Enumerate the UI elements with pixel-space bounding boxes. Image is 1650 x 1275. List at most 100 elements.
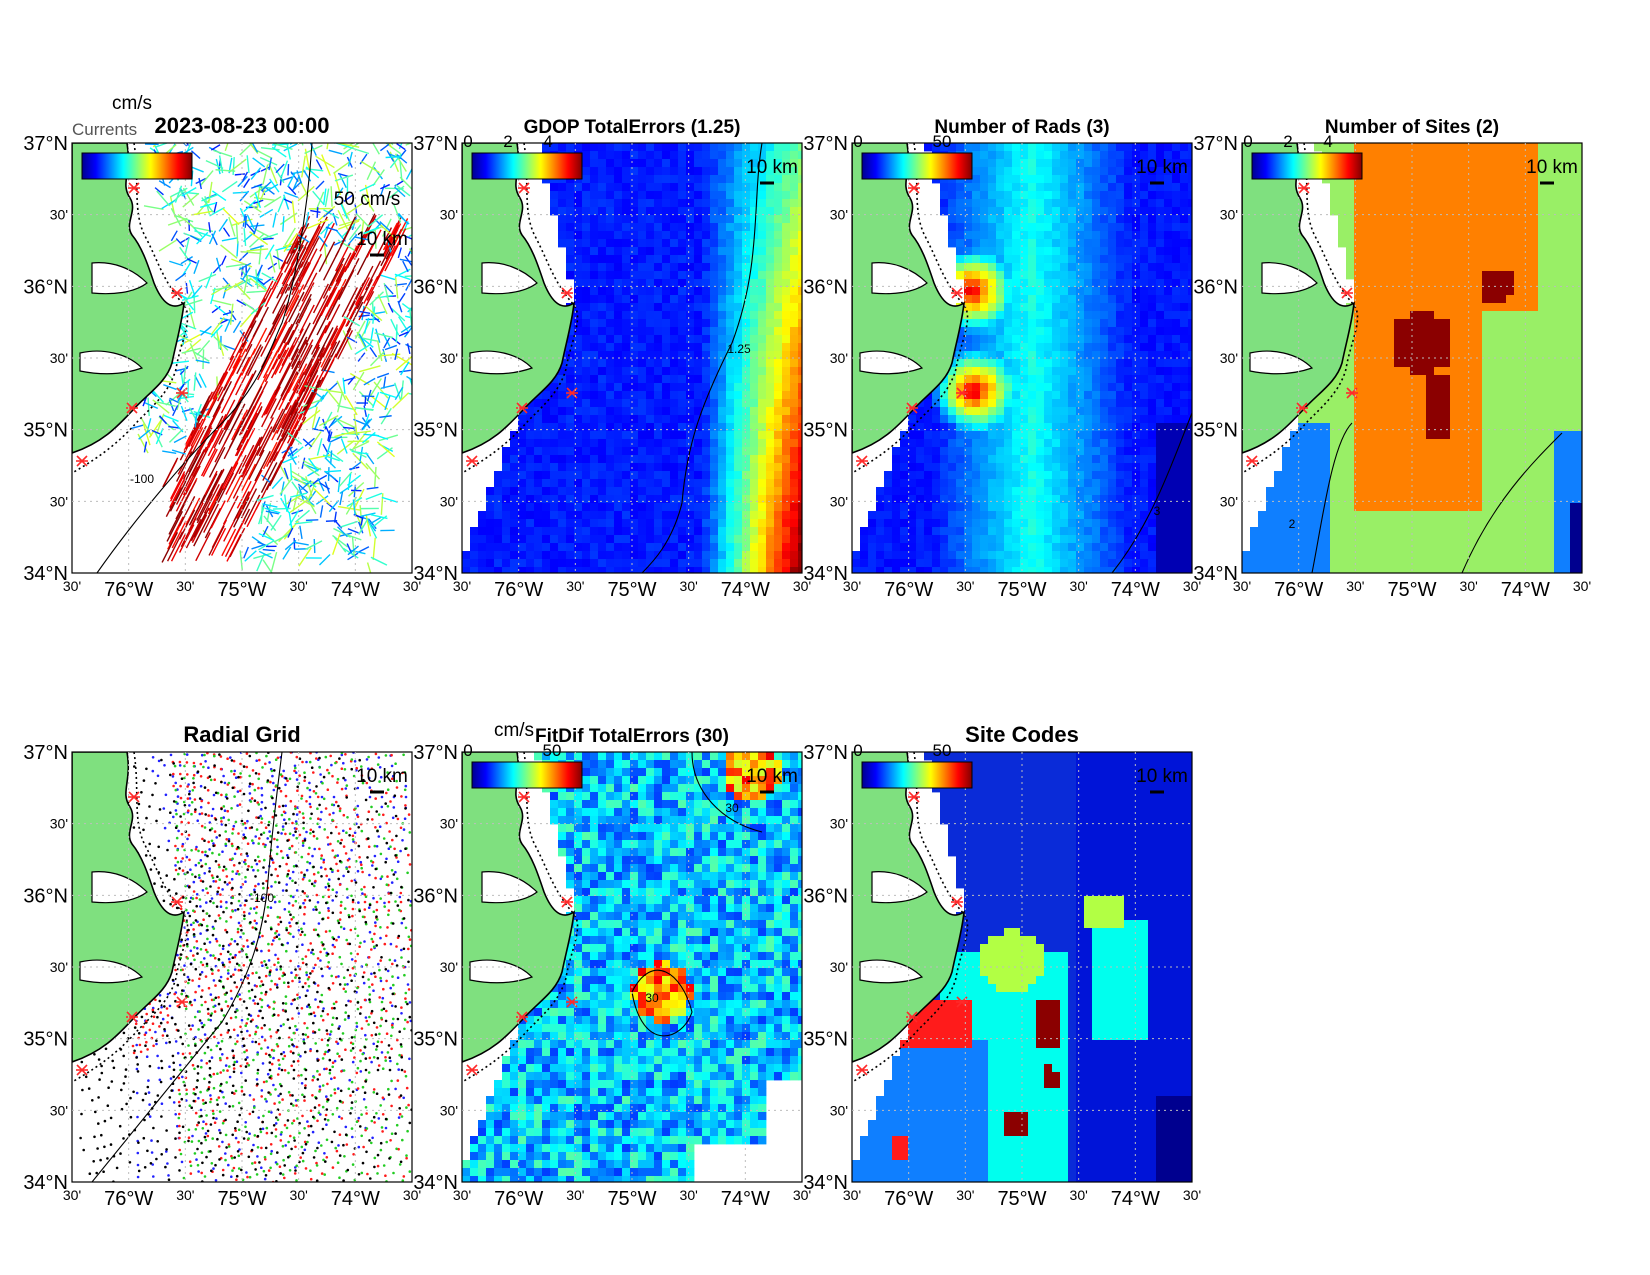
current-vector (243, 274, 249, 296)
data-cell (622, 271, 631, 280)
current-vector (387, 302, 394, 313)
data-cell (996, 503, 1005, 512)
data-cell (750, 375, 759, 384)
current-vector (238, 373, 254, 402)
data-cell (1020, 207, 1029, 216)
data-cell (734, 287, 743, 296)
current-vector (359, 183, 376, 192)
data-cell (900, 455, 909, 464)
data-cell (1044, 151, 1053, 160)
data-cell (782, 143, 791, 152)
data-cell (590, 383, 599, 392)
data-cell (766, 255, 775, 264)
data-cell (1180, 183, 1189, 192)
current-vector (354, 277, 371, 306)
current-vector (337, 143, 360, 148)
data-cell (1068, 191, 1077, 200)
data-cell (948, 447, 957, 456)
data-cell (702, 335, 711, 344)
data-cell (710, 271, 719, 280)
data-cell (590, 199, 599, 208)
data-cell (1004, 399, 1013, 408)
current-vector (328, 499, 340, 513)
data-cell (622, 223, 631, 232)
data-cell (1052, 151, 1061, 160)
data-cell (996, 143, 1005, 152)
data-cell (758, 255, 767, 264)
data-cell (534, 439, 543, 448)
data-cell (646, 455, 655, 464)
data-cell (1100, 527, 1109, 536)
data-cell (1124, 287, 1133, 296)
colorbar-tick-label: 0 (463, 132, 472, 151)
data-cell (654, 343, 663, 352)
data-cell (964, 279, 973, 288)
data-cell (758, 503, 767, 512)
data-cell (1124, 319, 1133, 328)
data-cell (1180, 543, 1189, 552)
data-cell (758, 391, 767, 400)
data-cell (614, 463, 623, 472)
data-cell (1060, 263, 1069, 272)
data-cell (1148, 319, 1157, 328)
current-vector (262, 559, 273, 573)
data-cell (726, 239, 735, 248)
data-cell (996, 183, 1005, 192)
data-cell (662, 215, 671, 224)
data-cell (1140, 255, 1149, 264)
data-cell (1036, 511, 1045, 520)
data-cell (940, 487, 949, 496)
data-cell (542, 503, 551, 512)
data-cell (598, 175, 607, 184)
data-cell (598, 367, 607, 376)
data-cell (1132, 343, 1141, 352)
data-cell (996, 391, 1005, 400)
data-cell (1132, 351, 1141, 360)
data-cell (1132, 527, 1141, 536)
current-vector (369, 347, 378, 358)
current-vector (272, 401, 290, 433)
data-cell (726, 551, 735, 560)
data-cell (1028, 527, 1037, 536)
data-cell (782, 503, 791, 512)
data-cell (1100, 487, 1109, 496)
data-cell (1172, 175, 1181, 184)
data-cell (542, 455, 551, 464)
data-cell (782, 487, 791, 496)
data-cell (1068, 375, 1077, 384)
data-cell (662, 503, 671, 512)
data-cell (1084, 215, 1093, 224)
data-cell (964, 247, 973, 256)
data-cell (558, 215, 567, 224)
data-cell (1052, 423, 1061, 432)
data-cell (782, 423, 791, 432)
data-cell (630, 559, 639, 568)
data-cell (686, 375, 695, 384)
data-cell (726, 367, 735, 376)
data-cell (678, 543, 687, 552)
data-cell (710, 535, 719, 544)
data-cell (1092, 167, 1101, 176)
data-cell (948, 223, 957, 232)
data-cell (742, 311, 751, 320)
data-cell (964, 231, 973, 240)
data-cell (1164, 303, 1173, 312)
data-cell (542, 543, 551, 552)
data-cell (972, 495, 981, 504)
data-cell (630, 263, 639, 272)
data-cell (1060, 543, 1069, 552)
data-cell (980, 471, 989, 480)
data-cell (1044, 207, 1053, 216)
data-cell (534, 543, 543, 552)
data-cell (646, 175, 655, 184)
data-cell (948, 239, 957, 248)
data-cell (750, 207, 759, 216)
data-cell (980, 191, 989, 200)
current-vector (291, 200, 296, 224)
data-cell (980, 271, 989, 280)
data-cell (948, 495, 957, 504)
data-cell (630, 455, 639, 464)
current-vector (192, 447, 209, 478)
data-cell (678, 375, 687, 384)
current-vector (373, 466, 377, 488)
